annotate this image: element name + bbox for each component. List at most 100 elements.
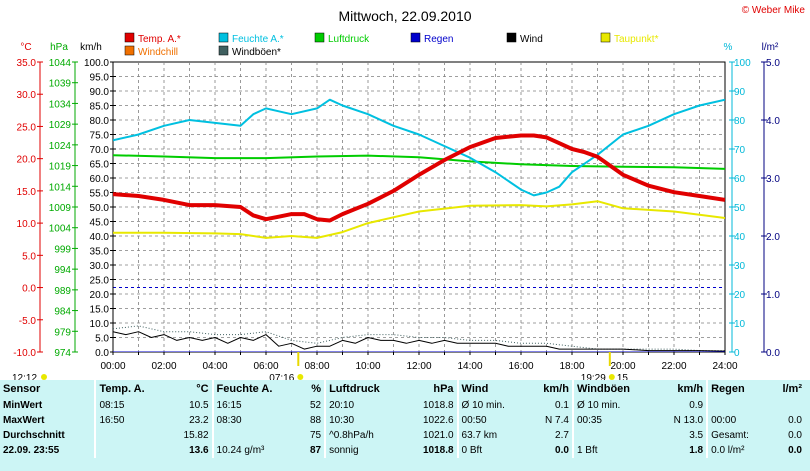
series-line-temp-a <box>113 133 725 223</box>
table-cell: km/h <box>677 383 704 395</box>
axis-unit-label: km/h <box>80 42 102 53</box>
time-tick-label: 08:00 <box>304 361 329 372</box>
wind-tick-label: 70.0 <box>90 145 110 156</box>
pressure-tick-label: 1009 <box>49 203 72 214</box>
table-cell: N 13.0 <box>673 415 704 426</box>
copyright-label: © Weber Mike <box>742 5 806 16</box>
series-line-taupunkt <box>113 200 725 239</box>
temperature-tick-label: 0.0 <box>22 284 36 295</box>
legend-label: Temp. A.* <box>138 34 181 45</box>
time-tick-label: 24:00 <box>712 361 737 372</box>
legend-label: Windchill <box>138 47 178 58</box>
table-cell: 10:30 <box>324 413 406 428</box>
table-cell <box>211 428 300 443</box>
time-tick-label: 18:00 <box>559 361 584 372</box>
table-cell: MaxWert <box>3 415 45 426</box>
wind-tick-label: 20.0 <box>90 290 110 301</box>
legend: Temp. A.* Feuchte A.* Luftdruck Regen Wind Ta… <box>124 32 659 58</box>
wind-tick-label: 95.0 <box>90 73 110 84</box>
statistics-table: Sensor Temp. A. °C Feuchte A.% Luftdruck hPa W… <box>0 380 810 471</box>
table-row: Durchschnitt 15.82 75 ^0.8hPa/h 1021.0 63.7 k… <box>0 428 805 443</box>
time-tick-label: 12:00 <box>406 361 431 372</box>
table-cell: 23.2 <box>189 415 209 426</box>
pressure-tick-label: 1004 <box>49 224 72 235</box>
table-cell: 0.0 <box>555 445 569 456</box>
humidity-tick-label: 20 <box>734 290 746 301</box>
legend-swatch <box>218 45 229 56</box>
wind-tick-label: 90.0 <box>90 87 110 98</box>
table-cell: % <box>311 383 322 395</box>
table-cell: ^0.8hPa/h <box>324 428 406 443</box>
sunset-icon <box>608 374 615 380</box>
wind-tick-label: 5.0 <box>95 334 109 345</box>
legend-swatch <box>218 32 229 43</box>
table-cell: 13.6 <box>189 445 209 456</box>
table-cell: 1021.0 <box>422 430 454 441</box>
axis-unit-label: l/m² <box>762 42 779 53</box>
time-tick-label: 20:00 <box>610 361 635 372</box>
table-cell: km/h <box>543 383 569 395</box>
sun-day-length: 15 <box>617 373 629 380</box>
table-cell: 1018.8 <box>422 400 454 411</box>
legend-swatch <box>124 45 135 56</box>
table-row: 22.09. 23:55 13.6 10.24 g/m³ 87 sonnig 1018.8… <box>0 443 805 458</box>
table-cell: 63.7 km <box>456 428 528 443</box>
humidity-tick-label: 100 <box>734 58 751 69</box>
pressure-tick-label: 989 <box>54 286 71 297</box>
temperature-tick-label: 30.0 <box>17 90 37 101</box>
table-cell: Gesamt: <box>706 428 770 443</box>
legend-swatch <box>124 32 135 43</box>
wind-tick-label: 35.0 <box>90 247 110 258</box>
table-cell <box>706 398 770 413</box>
wind-tick-label: 85.0 <box>90 102 110 113</box>
sunset-time: 19:29 <box>581 373 606 380</box>
legend-swatch <box>506 32 517 43</box>
wind-tick-label: 80.0 <box>90 116 110 127</box>
time-tick-label: 04:00 <box>202 361 227 372</box>
table-cell: Regen <box>706 380 770 398</box>
wind-tick-label: 75.0 <box>90 131 110 142</box>
plot-area <box>113 98 725 352</box>
table-cell: Sensor <box>3 383 41 395</box>
table-cell: N 7.4 <box>545 415 569 426</box>
pressure-tick-label: 979 <box>54 327 71 338</box>
table-cell: 16:15 <box>211 398 300 413</box>
legend-label: Wind <box>520 34 543 45</box>
axes: 35.0 30.0 25.0 20.0 15.0 10.0 5.0 0.0 -5.0 -10.0 1… <box>13 42 780 372</box>
table-cell: 3.5 <box>689 430 704 441</box>
left-time-label: 12:12 <box>12 373 37 380</box>
time-tick-label: 14:00 <box>457 361 482 372</box>
table-cell: 15.82 <box>183 430 209 441</box>
table-cell: 0.0 l/m² <box>706 443 770 458</box>
pressure-tick-label: 974 <box>54 348 71 359</box>
legend-label: Regen <box>424 34 453 45</box>
wind-tick-label: 50.0 <box>90 203 110 214</box>
pressure-tick-label: 1014 <box>49 182 72 193</box>
table-cell: Luftdruck <box>324 380 406 398</box>
series-line-windb-en <box>113 325 725 352</box>
table-cell: Ø 10 min. <box>456 398 528 413</box>
axis-unit-label: % <box>724 42 733 53</box>
table-cell: 10.24 g/m³ <box>211 443 300 458</box>
table-cell: 52 <box>309 400 322 411</box>
table-cell: 0 Bft <box>456 443 528 458</box>
table-cell: MinWert <box>3 400 43 411</box>
wind-tick-label: 40.0 <box>90 232 110 243</box>
humidity-tick-label: 30 <box>734 261 746 272</box>
pressure-tick-label: 1019 <box>49 162 72 173</box>
axis-unit-label: hPa <box>50 42 68 53</box>
table-cell: Wind <box>456 380 528 398</box>
temperature-tick-label: -10.0 <box>13 348 36 359</box>
sun-times: 07:16 19:29 15 12:12 <box>12 352 628 380</box>
rain-tick-label: 1.0 <box>766 290 780 301</box>
table-cell: Temp. A. <box>94 380 169 398</box>
table-cell: hPa <box>433 383 454 395</box>
table-cell: 08:30 <box>211 413 300 428</box>
legend-swatch <box>314 32 325 43</box>
pressure-tick-label: 1029 <box>49 120 72 131</box>
legend-label: Taupunkt* <box>614 34 659 45</box>
table-cell: 1.8 <box>689 445 704 456</box>
wind-tick-label: 10.0 <box>90 319 110 330</box>
table-cell: Ø 10 min. <box>571 398 657 413</box>
chart-title: Mittwoch, 22.09.2010 <box>338 8 471 24</box>
